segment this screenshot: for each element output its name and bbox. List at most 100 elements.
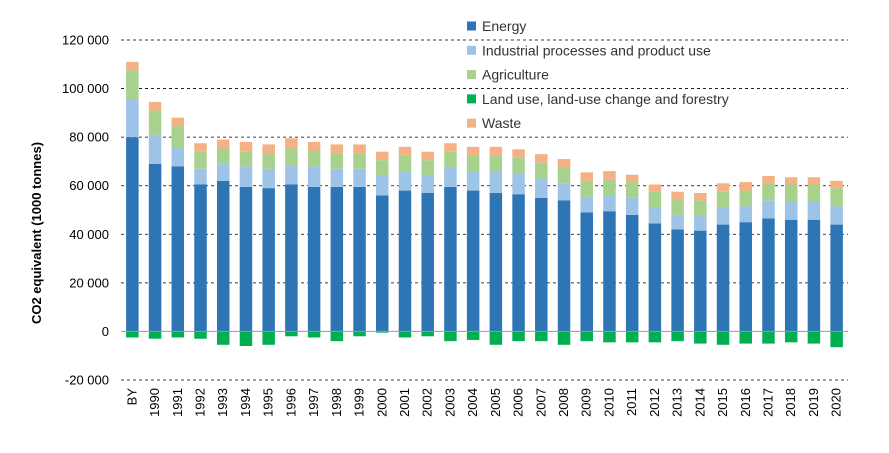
bar-segment (807, 184, 821, 202)
bar-segment (239, 142, 253, 152)
bar-segment (376, 331, 389, 333)
bar-segment (489, 155, 503, 172)
bar-segment (671, 214, 684, 230)
bar-segment (671, 199, 684, 215)
bar-segment (330, 168, 344, 187)
bar-segment (535, 154, 548, 163)
bar-segment (216, 148, 230, 164)
x-tick-label: 2005 (488, 388, 503, 417)
x-tick-label: 2009 (579, 388, 594, 417)
bar-segment (262, 331, 275, 345)
bar-segment (171, 166, 185, 332)
bar-segment (330, 186, 344, 332)
bar-segment (648, 331, 662, 343)
bar-segment (171, 148, 185, 167)
x-tick-label: 2012 (647, 388, 662, 417)
bar-segment (716, 224, 730, 332)
bar-segment (603, 171, 616, 180)
bar-segment (694, 193, 707, 201)
bar-segment (784, 177, 798, 185)
bar-segment (489, 171, 503, 193)
y-tick-label: 0 (102, 324, 109, 339)
bar-segment (444, 143, 457, 152)
bar-segment (353, 168, 366, 187)
x-tick-label: 1991 (170, 388, 185, 417)
bar-segment (330, 152, 344, 169)
bar-segment (194, 331, 207, 339)
bar-segment (353, 144, 366, 153)
bar-segment (784, 184, 798, 202)
legend-swatch (467, 118, 476, 128)
bar-segment (625, 214, 639, 332)
legend-swatch (467, 70, 476, 80)
bar-segment (421, 176, 434, 193)
bar-segment (489, 331, 503, 345)
bar-segment (398, 155, 412, 172)
bar-segment (489, 193, 503, 332)
bar-segment (830, 224, 843, 332)
x-tick-label: 1993 (215, 388, 230, 417)
bar-segment (171, 117, 185, 127)
bar-segment (285, 165, 298, 185)
bar-segment (512, 173, 525, 195)
bar-segment (330, 331, 344, 342)
bar-segment (262, 144, 275, 155)
bar-segment (807, 219, 821, 332)
legend-label: Energy (482, 18, 526, 34)
bar-segment (535, 178, 548, 198)
bar-segment (307, 142, 321, 151)
x-tick-label: 2010 (601, 388, 616, 417)
bar-segment (466, 155, 480, 172)
bar-segment (671, 331, 684, 342)
bar-segment (580, 196, 593, 213)
bar-segment (216, 331, 230, 345)
bar-segment (285, 184, 298, 332)
bar-segment (398, 146, 412, 156)
bar-segment (807, 201, 821, 220)
bar-segment (716, 207, 730, 225)
bar-segment (625, 182, 639, 198)
bar-segment (285, 148, 298, 166)
x-tick-label: 2007 (533, 388, 548, 417)
x-tick-label: 2011 (624, 388, 639, 416)
y-tick-label: 40 000 (69, 227, 109, 242)
bar-segment (466, 190, 480, 332)
bar-segment (421, 331, 434, 337)
x-tick-label: 2008 (556, 388, 571, 417)
bar-segment (762, 200, 775, 219)
legend-swatch (467, 45, 476, 55)
bar-segment (739, 206, 753, 223)
x-tick-label: 2004 (465, 388, 480, 417)
y-tick-label: 60 000 (69, 178, 109, 193)
x-tick-label: 2001 (397, 388, 412, 417)
bar-segment (398, 190, 412, 332)
bar-segment (762, 331, 775, 344)
bar-segment (512, 157, 525, 174)
bar-segment (762, 176, 775, 184)
bar-segment (171, 126, 185, 149)
bar-segment (557, 159, 571, 168)
bar-segment (784, 219, 798, 332)
bar-segment (376, 160, 389, 176)
bar-segment (216, 139, 230, 149)
bar-segment (148, 163, 162, 332)
bar-segment (376, 176, 389, 196)
bar-segment (739, 331, 753, 344)
bar-segment (603, 211, 616, 332)
bar-segment (694, 230, 707, 332)
bar-segment (353, 331, 366, 337)
bar-segment (353, 186, 366, 332)
bar-segment (580, 331, 593, 342)
bar-segment (239, 186, 253, 332)
bar-segment (376, 151, 389, 161)
bar-segment (239, 331, 253, 346)
bar-segment (307, 150, 321, 167)
x-tick-label: 2016 (738, 388, 753, 417)
x-tick-label: 2003 (442, 388, 457, 417)
bar-segment (171, 331, 185, 338)
bar-segment (512, 194, 525, 332)
bar-segment (648, 184, 662, 192)
bar-segment (307, 331, 321, 338)
bar-segment (307, 186, 321, 332)
